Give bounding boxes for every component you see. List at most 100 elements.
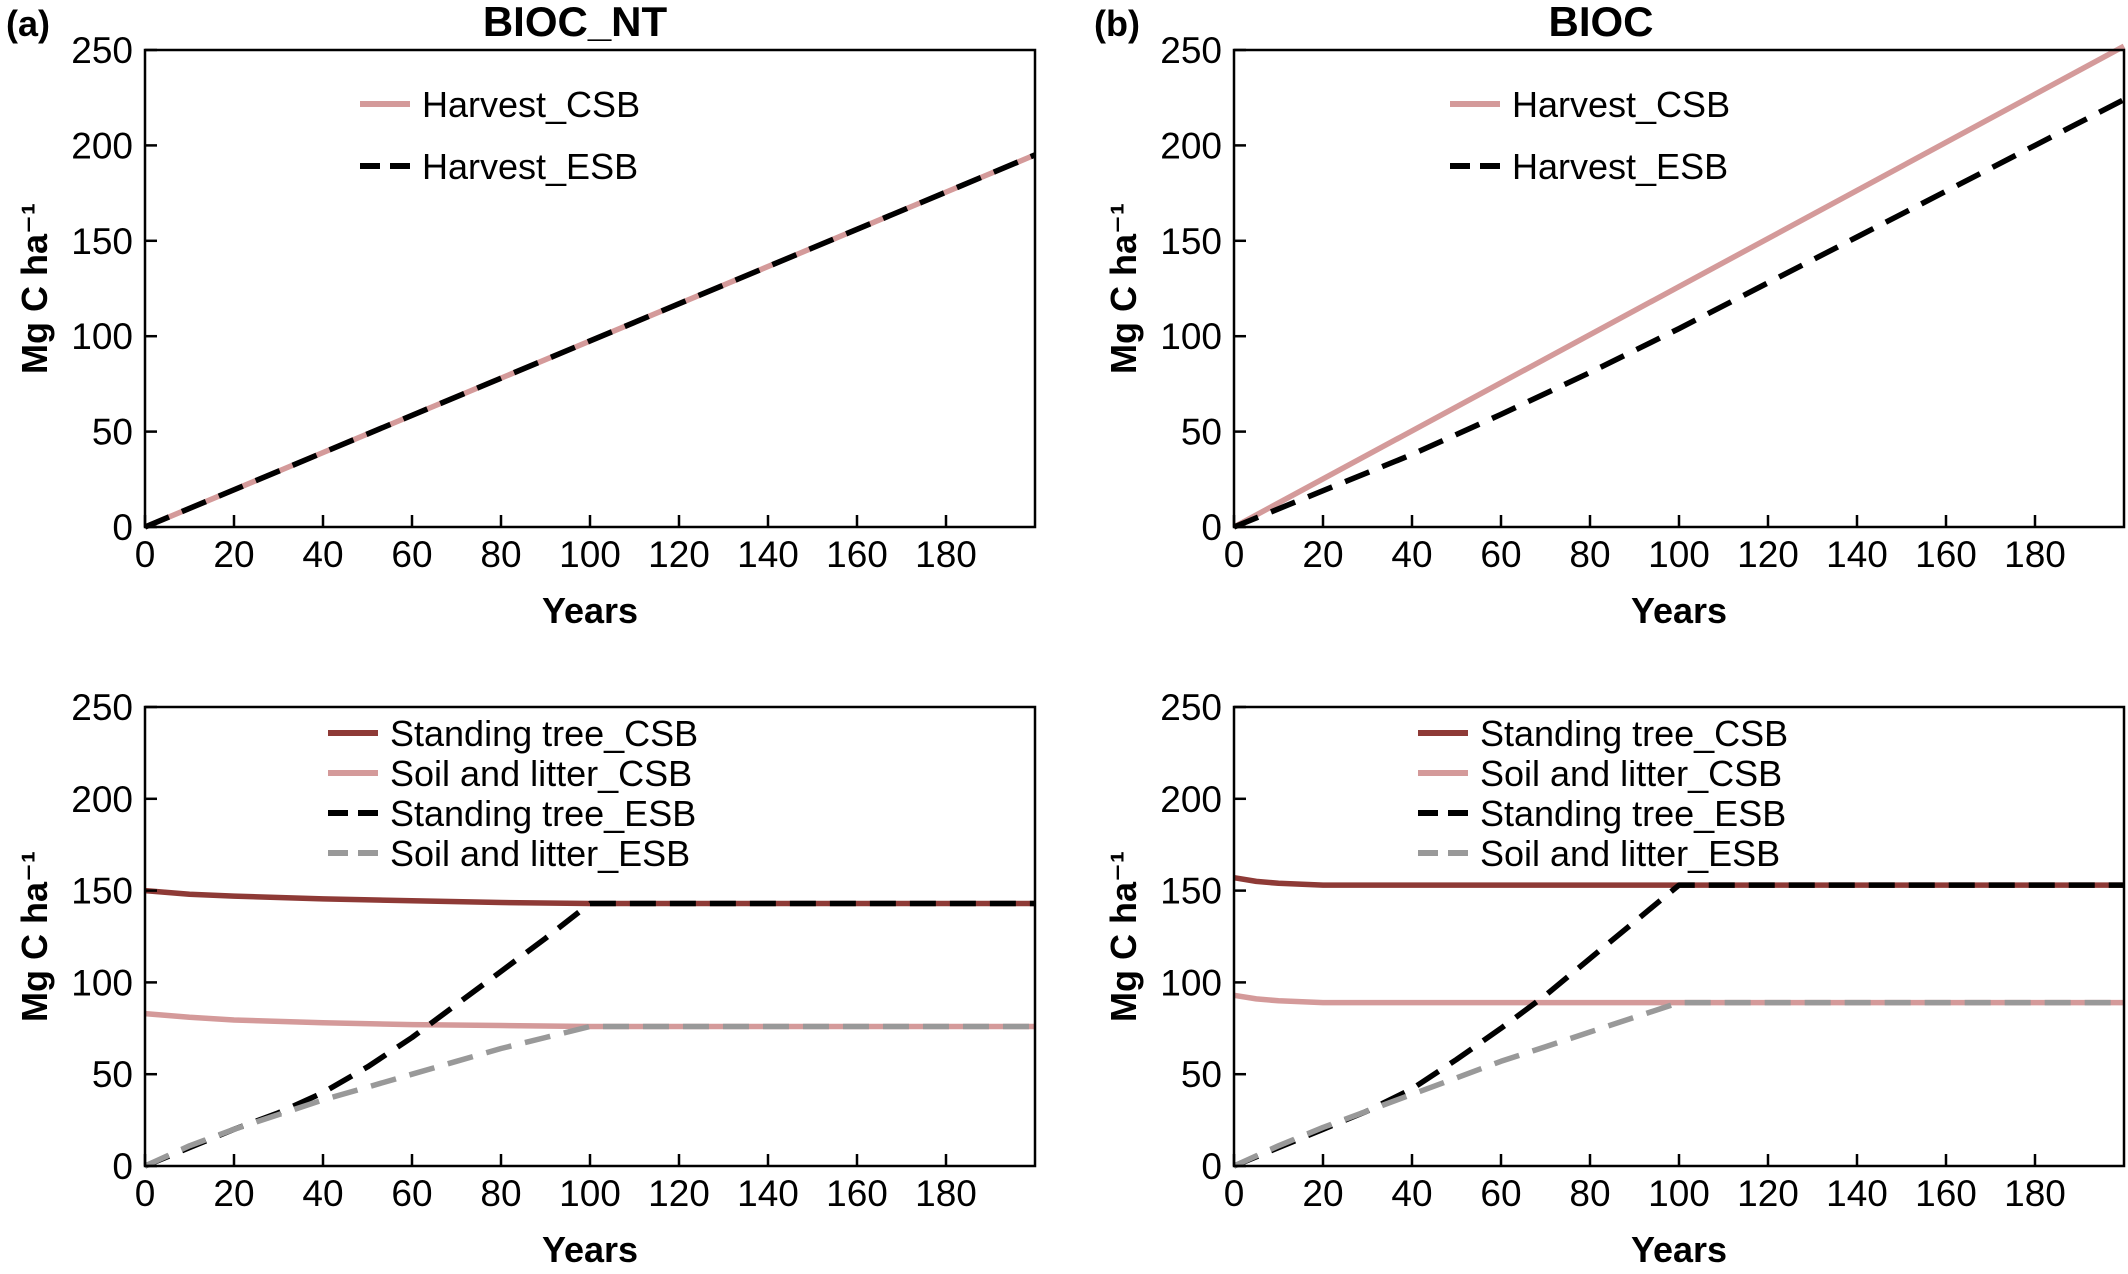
y-tick-label: 150 xyxy=(71,871,133,912)
y-tick-label: 150 xyxy=(1160,871,1222,912)
chart-bottom-right: 0 20 40 60 80 100 120 140 160 180 0 50 100 150 200 250 Y… xyxy=(1103,687,2126,1270)
panel-letter-a: (a) xyxy=(6,3,50,44)
chart-bottom-left: 0 20 40 60 80 100 120 140 160 180 0 50 100 150 200 250 Y… xyxy=(14,687,1037,1270)
x-axis-label: Years xyxy=(1631,590,1727,631)
y-tick-label: 0 xyxy=(112,1146,133,1187)
x-tick-label: 120 xyxy=(1737,534,1799,575)
x-tick-label: 100 xyxy=(559,534,621,575)
y-tick-label: 150 xyxy=(1160,221,1222,262)
x-tick-label: 100 xyxy=(559,1173,621,1214)
series-line-soil-and-litter-esb xyxy=(143,1023,1035,1169)
x-tick-label: 40 xyxy=(1391,534,1432,575)
x-tick-label: 60 xyxy=(1480,1173,1521,1214)
series-line-soil-and-litter-csb xyxy=(144,1010,1035,1030)
chart-top-right: 0 20 40 60 80 100 120 140 160 180 0 50 100 150 200 250 Y… xyxy=(1103,30,2126,631)
x-tick-label: 20 xyxy=(1302,1173,1343,1214)
x-tick-label: 180 xyxy=(2004,534,2066,575)
x-tick-label: 60 xyxy=(1480,534,1521,575)
x-tick-label: 40 xyxy=(302,534,343,575)
series-line-harvest-csb xyxy=(1232,43,2126,530)
legend-label: Standing tree_CSB xyxy=(390,713,698,754)
x-tick-label: 0 xyxy=(135,1173,156,1214)
x-tick-label: 80 xyxy=(1569,1173,1610,1214)
y-tick-label: 50 xyxy=(92,1054,133,1095)
x-axis-label: Years xyxy=(542,1229,638,1270)
x-axis-label: Years xyxy=(1631,1229,1727,1270)
column-title-right: BIOC xyxy=(1549,0,1654,45)
y-tick-label: 150 xyxy=(71,221,133,262)
x-tick-label: 0 xyxy=(1224,1173,1245,1214)
y-tick-label: 200 xyxy=(71,779,133,820)
legend-label: Standing tree_ESB xyxy=(1480,793,1786,834)
x-tick-label: 140 xyxy=(737,1173,799,1214)
x-tick-label: 180 xyxy=(915,534,977,575)
x-tick-label: 0 xyxy=(135,534,156,575)
series-line-standing-tree-esb xyxy=(143,900,1035,1169)
y-tick-label: 250 xyxy=(1160,687,1222,728)
x-tick-label: 120 xyxy=(648,1173,710,1214)
y-axis-label: Mg C ha⁻¹ xyxy=(1103,203,1144,374)
x-tick-label: 160 xyxy=(826,534,888,575)
x-tick-label: 140 xyxy=(1826,1173,1888,1214)
panel-letter-b: (b) xyxy=(1094,3,1140,44)
x-tick-label: 80 xyxy=(480,534,521,575)
x-axis-label: Years xyxy=(542,590,638,631)
x-tick-label: 160 xyxy=(1915,1173,1977,1214)
x-tick-label: 180 xyxy=(915,1173,977,1214)
x-tick-label: 20 xyxy=(213,1173,254,1214)
y-tick-label: 250 xyxy=(71,687,133,728)
x-tick-label: 160 xyxy=(826,1173,888,1214)
y-tick-label: 0 xyxy=(1201,507,1222,548)
series-line-harvest-esb xyxy=(143,152,1037,530)
legend-label: Soil and litter_ESB xyxy=(1480,833,1780,874)
y-tick-label: 100 xyxy=(71,316,133,357)
x-tick-label: 40 xyxy=(1391,1173,1432,1214)
x-tick-label: 60 xyxy=(391,534,432,575)
y-tick-label: 0 xyxy=(112,507,133,548)
y-tick-label: 50 xyxy=(1181,412,1222,453)
y-tick-label: 0 xyxy=(1201,1146,1222,1187)
x-tick-label: 80 xyxy=(1569,534,1610,575)
x-tick-label: 100 xyxy=(1648,1173,1710,1214)
legend-label: Standing tree_CSB xyxy=(1480,713,1788,754)
legend-label: Standing tree_ESB xyxy=(390,793,696,834)
legend-label: Soil and litter_CSB xyxy=(1480,753,1782,794)
x-tick-label: 140 xyxy=(1826,534,1888,575)
y-tick-label: 100 xyxy=(1160,962,1222,1003)
y-tick-label: 200 xyxy=(1160,125,1222,166)
chart-top-left: 0 20 40 60 80 100 120 140 160 180 0 50 100 150 200 250 Y… xyxy=(14,30,1037,631)
y-axis-label: Mg C ha⁻¹ xyxy=(1103,851,1144,1022)
legend-label: Soil and litter_CSB xyxy=(390,753,692,794)
y-tick-label: 200 xyxy=(71,125,133,166)
x-tick-label: 0 xyxy=(1224,534,1245,575)
legend-label: Harvest_CSB xyxy=(422,84,640,125)
x-tick-label: 100 xyxy=(1648,534,1710,575)
x-tick-label: 60 xyxy=(391,1173,432,1214)
x-tick-label: 120 xyxy=(1737,1173,1799,1214)
y-tick-label: 200 xyxy=(1160,779,1222,820)
y-tick-label: 50 xyxy=(1181,1054,1222,1095)
series-line-soil-and-litter-esb xyxy=(1232,999,2124,1169)
y-tick-label: 100 xyxy=(1160,316,1222,357)
legend-label: Harvest_ESB xyxy=(422,146,638,187)
x-tick-label: 20 xyxy=(213,534,254,575)
series-line-harvest-esb xyxy=(1232,97,2126,530)
x-tick-label: 180 xyxy=(2004,1173,2066,1214)
y-tick-label: 250 xyxy=(1160,30,1222,71)
y-tick-label: 250 xyxy=(71,30,133,71)
charts-layer: 0 20 40 60 80 100 120 140 160 180050100150200250Y… xyxy=(14,30,2126,1270)
legend-label: Soil and litter_ESB xyxy=(390,833,690,874)
legend-label: Harvest_ESB xyxy=(1512,146,1728,187)
column-title-left: BIOC_NT xyxy=(483,0,668,45)
y-tick-label: 50 xyxy=(92,412,133,453)
legend-label: Harvest_CSB xyxy=(1512,84,1730,125)
x-tick-label: 40 xyxy=(302,1173,343,1214)
x-tick-label: 120 xyxy=(648,534,710,575)
y-axis-label: Mg C ha⁻¹ xyxy=(14,851,55,1022)
x-tick-label: 160 xyxy=(1915,534,1977,575)
series-line-standing-tree-esb xyxy=(1232,882,2124,1169)
x-tick-label: 20 xyxy=(1302,534,1343,575)
y-tick-label: 100 xyxy=(71,962,133,1003)
y-axis-label: Mg C ha⁻¹ xyxy=(14,203,55,374)
